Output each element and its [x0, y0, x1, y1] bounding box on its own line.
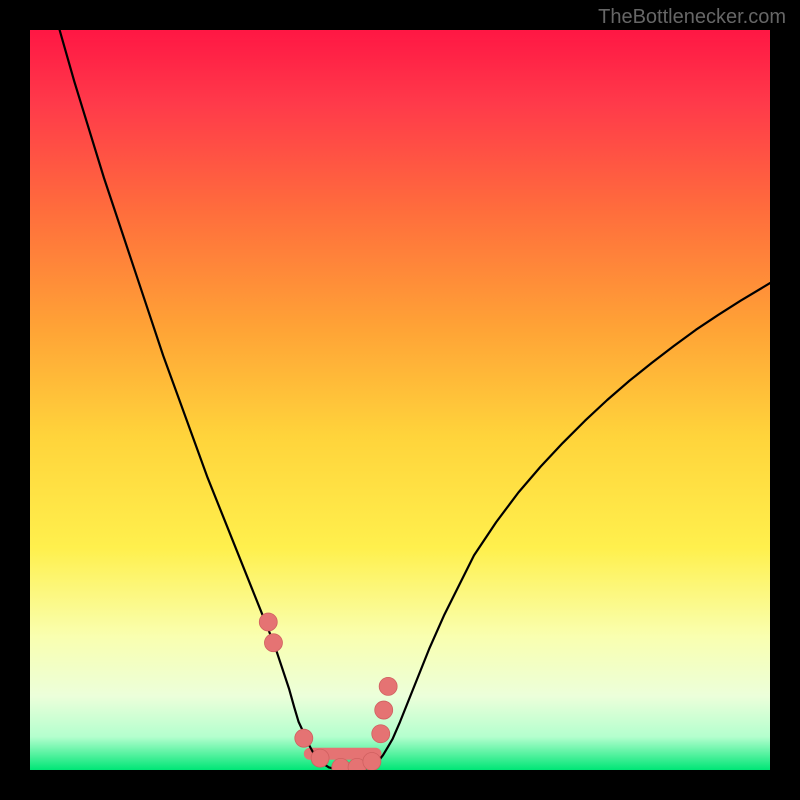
bottleneck-chart [30, 30, 770, 770]
data-marker [259, 613, 277, 631]
data-marker [379, 677, 397, 695]
data-marker [295, 729, 313, 747]
data-marker [375, 701, 393, 719]
data-marker [264, 634, 282, 652]
data-marker [363, 752, 381, 770]
data-marker [311, 749, 329, 767]
watermark: TheBottlenecker.com [598, 6, 786, 29]
chart-background [30, 30, 770, 770]
data-marker [372, 725, 390, 743]
